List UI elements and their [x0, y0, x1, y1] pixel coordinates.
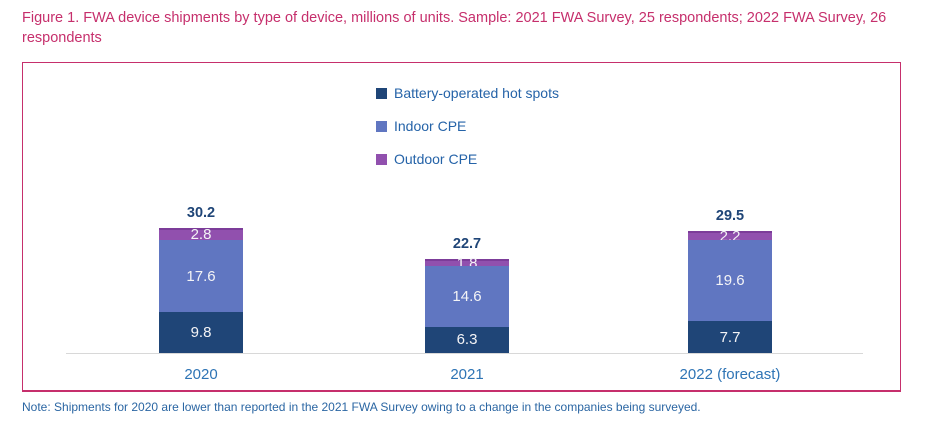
bar-segment-battery-operated: 7.7	[688, 321, 772, 353]
bar-segment-value: 7.7	[719, 328, 741, 346]
bar-segment-indoor: 19.6	[688, 239, 772, 322]
bar-stack: 7.7 19.6 2.2	[688, 229, 772, 353]
bar-segment-value: 19.6	[715, 272, 745, 290]
x-axis-label: 2022 (forecast)	[679, 366, 781, 383]
bar-segment-value: 14.6	[452, 288, 482, 306]
legend-item-battery: Battery-operated hot spots	[376, 85, 559, 101]
plot-area: 30.2 9.8 17.6 2.8 22.7 6.3 14.6 1.8 29.5 7.7 19.6 2…	[23, 63, 900, 353]
legend-swatch-outdoor	[376, 153, 387, 165]
bar-segment-battery-operated: 9.8	[159, 312, 243, 353]
legend-item-indoor: Indoor CPE	[376, 118, 559, 134]
bar-stack: 6.3 14.6 1.8	[425, 256, 509, 353]
bar-segment-value: 6.3	[456, 331, 478, 349]
bar-group-2020: 30.2 9.8 17.6 2.8	[159, 205, 243, 353]
bar-segment-outdoor: 1.8	[425, 256, 509, 271]
legend-swatch-battery	[376, 87, 387, 99]
bar-segment-value: 17.6	[186, 267, 216, 285]
bar-segment-indoor: 17.6	[159, 239, 243, 313]
bar-group-2021: 22.7 6.3 14.6 1.8	[425, 236, 509, 353]
legend-label: Battery-operated hot spots	[394, 85, 559, 101]
bar-segment-indoor: 14.6	[425, 266, 509, 327]
bar-total-label: 30.2	[186, 205, 216, 221]
bar-segment-value: 2.8	[190, 226, 212, 244]
legend-label: Indoor CPE	[394, 118, 467, 134]
x-axis-line	[66, 353, 863, 354]
bar-stack: 9.8 17.6 2.8	[159, 226, 243, 353]
x-axis-label: 2021	[450, 366, 484, 383]
chart-legend: Battery-operated hot spots Indoor CPE Ou…	[376, 85, 559, 167]
chart-frame: Battery-operated hot spots Indoor CPE Ou…	[22, 62, 901, 392]
x-axis-label: 2020	[184, 366, 218, 383]
legend-label: Outdoor CPE	[394, 151, 478, 167]
bar-segment-outdoor: 2.8	[159, 226, 243, 244]
legend-swatch-indoor	[376, 120, 387, 132]
bar-total-label: 22.7	[452, 236, 482, 253]
figure-note: Note: Shipments for 2020 are lower than …	[22, 400, 701, 414]
bar-total-label: 29.5	[715, 207, 745, 224]
bar-segment-value: 9.8	[190, 324, 212, 342]
bar-segment-battery-operated: 6.3	[425, 326, 509, 353]
bar-group-2022-forecast-: 29.5 7.7 19.6 2.2	[688, 208, 772, 353]
bar-segment-outdoor: 2.2	[688, 229, 772, 244]
legend-item-outdoor: Outdoor CPE	[376, 151, 559, 167]
figure-title: Figure 1. FWA device shipments by type o…	[22, 10, 887, 46]
